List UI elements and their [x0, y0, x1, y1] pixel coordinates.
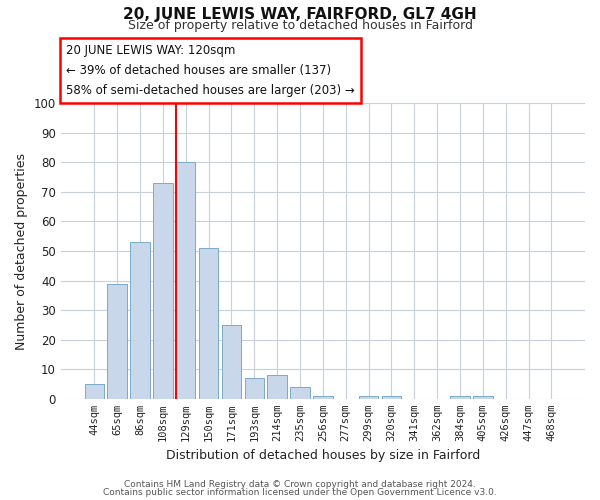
Bar: [176, 162, 196, 399]
Text: Contains public sector information licensed under the Open Government Licence v3: Contains public sector information licen…: [103, 488, 497, 497]
Bar: [450, 396, 470, 399]
Bar: [359, 396, 378, 399]
Text: Size of property relative to detached houses in Fairford: Size of property relative to detached ho…: [128, 19, 473, 32]
Bar: [153, 183, 173, 399]
Bar: [382, 396, 401, 399]
Bar: [221, 325, 241, 399]
Bar: [130, 242, 149, 399]
X-axis label: Distribution of detached houses by size in Fairford: Distribution of detached houses by size …: [166, 450, 480, 462]
Text: 20, JUNE LEWIS WAY, FAIRFORD, GL7 4GH: 20, JUNE LEWIS WAY, FAIRFORD, GL7 4GH: [123, 8, 477, 22]
Text: Contains HM Land Registry data © Crown copyright and database right 2024.: Contains HM Land Registry data © Crown c…: [124, 480, 476, 489]
Bar: [268, 375, 287, 399]
Bar: [85, 384, 104, 399]
Bar: [199, 248, 218, 399]
Bar: [245, 378, 264, 399]
Bar: [290, 387, 310, 399]
Y-axis label: Number of detached properties: Number of detached properties: [15, 152, 28, 350]
Bar: [473, 396, 493, 399]
Bar: [107, 284, 127, 399]
Text: 20 JUNE LEWIS WAY: 120sqm
← 39% of detached houses are smaller (137)
58% of semi: 20 JUNE LEWIS WAY: 120sqm ← 39% of detac…: [66, 44, 355, 98]
Bar: [313, 396, 332, 399]
